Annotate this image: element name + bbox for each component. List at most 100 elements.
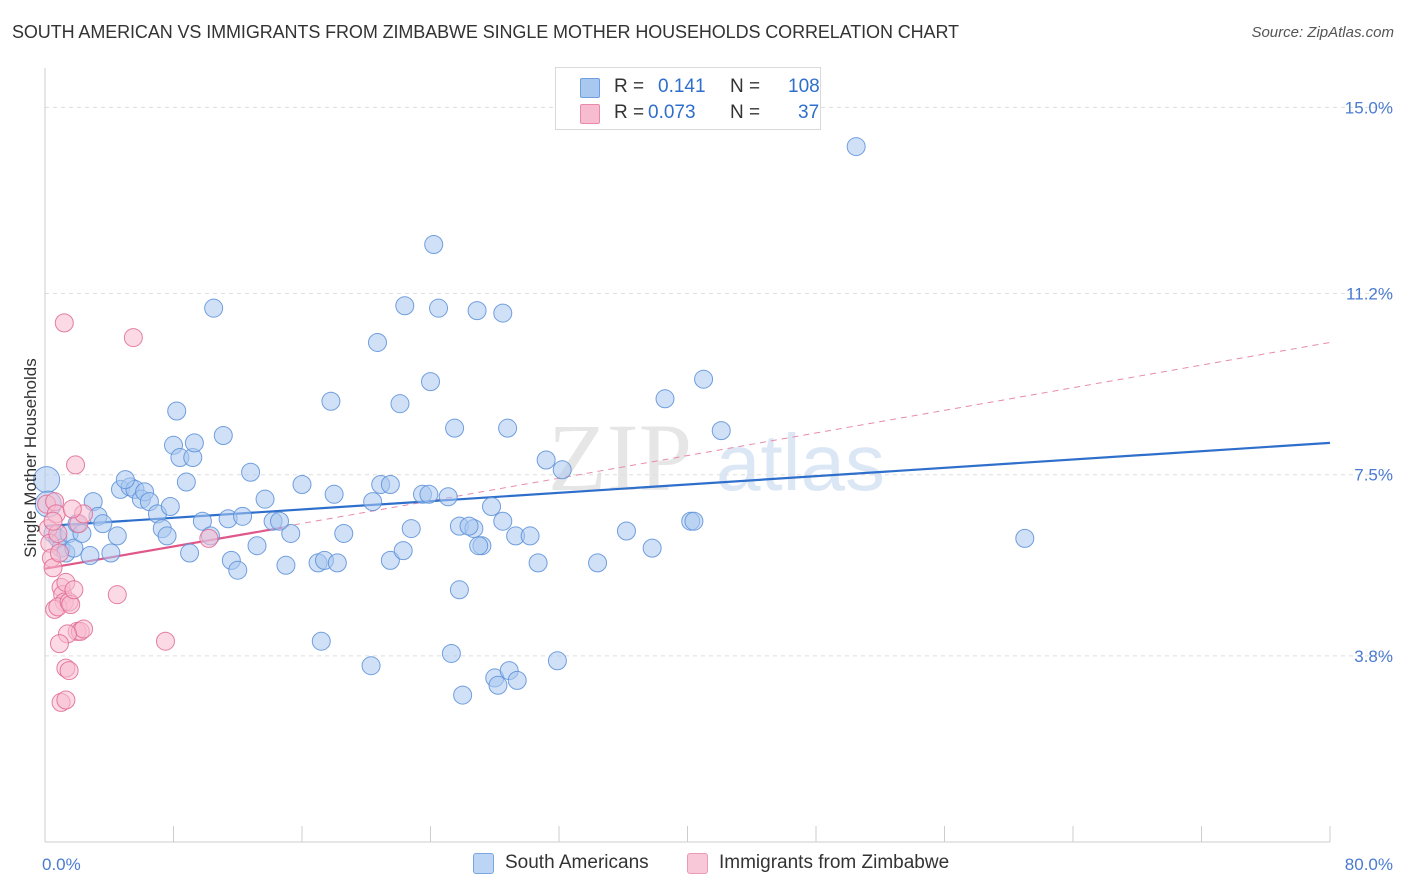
data-point [498, 418, 518, 438]
data-point [1015, 528, 1035, 548]
series-1 [37, 313, 219, 712]
data-point [167, 401, 187, 421]
data-point [64, 580, 84, 600]
data-point [419, 484, 439, 504]
data-point [270, 511, 290, 531]
data-point [520, 526, 540, 546]
data-point [80, 546, 100, 565]
gridlines [45, 106, 1392, 657]
data-point [482, 497, 502, 517]
data-point [54, 313, 74, 333]
data-point [380, 550, 400, 570]
data-point [655, 389, 675, 409]
data-point [493, 303, 513, 323]
data-point [180, 543, 200, 563]
data-point [192, 511, 212, 531]
data-point [684, 511, 704, 531]
source-credit: Source: ZipAtlas.com [1251, 24, 1394, 41]
data-point [160, 497, 180, 517]
legend-n-label: N = [730, 102, 761, 123]
data-point [123, 328, 143, 348]
data-point [324, 484, 344, 504]
data-point [453, 685, 473, 705]
data-point [292, 474, 312, 494]
data-point [467, 301, 487, 321]
axes [44, 68, 1331, 843]
stats-legend: R = 0.141 N = 108 R = 0.073 N = 37 [555, 67, 821, 130]
data-point [199, 528, 219, 548]
data-points [33, 137, 1035, 712]
data-point [367, 332, 387, 352]
data-point [552, 460, 572, 480]
data-point [241, 462, 261, 482]
legend-n-value: 37 [798, 102, 820, 123]
data-point [507, 670, 527, 690]
data-point [361, 656, 381, 676]
data-point [390, 394, 410, 414]
data-point [363, 492, 383, 512]
data-point [107, 585, 127, 605]
trend-lines [44, 341, 1331, 570]
data-point [233, 506, 253, 526]
data-point [281, 523, 301, 543]
data-point [49, 543, 69, 563]
data-point [334, 523, 354, 543]
data-point [488, 675, 508, 695]
data-point [449, 580, 469, 600]
data-point [547, 651, 567, 671]
data-point [107, 526, 127, 546]
data-point [393, 541, 413, 561]
legend-n-label: N = [730, 76, 761, 97]
watermark-atlas: atlas [716, 418, 885, 507]
data-point [56, 690, 76, 710]
data-point [276, 555, 296, 575]
data-point [176, 472, 196, 492]
data-point [311, 631, 331, 651]
data-point [401, 519, 421, 539]
legend-n-value: 108 [788, 76, 820, 97]
data-point [441, 643, 461, 663]
x-tick-label-min: 0.0% [42, 855, 81, 874]
legend-r-value: 0.073 [648, 102, 696, 123]
data-point [380, 474, 400, 494]
trend-line [44, 441, 1331, 528]
trend-line-extended [44, 341, 1331, 570]
data-point [184, 433, 204, 453]
data-point [493, 511, 513, 531]
bottom-legend-label: Immigrants from Zimbabwe [719, 852, 950, 873]
data-point [642, 538, 662, 558]
data-point [93, 514, 113, 534]
data-point [459, 516, 479, 536]
data-point [43, 511, 63, 531]
y-tick-label: 11.2% [1346, 284, 1393, 303]
data-point [101, 543, 121, 563]
data-point [62, 499, 82, 519]
data-point [255, 489, 275, 509]
legend-r-label: R = [614, 76, 645, 97]
data-point [846, 137, 866, 157]
watermark-zip: ZIP [548, 404, 692, 511]
y-tick-label: 7.5% [1354, 466, 1393, 485]
data-point [157, 526, 177, 546]
data-point [228, 560, 248, 580]
data-point [438, 487, 458, 507]
y-axis-label: Single Mother Households [21, 358, 40, 557]
data-point [528, 553, 548, 573]
x-tick-label-max: 80.0% [1345, 855, 1393, 874]
data-point [74, 619, 94, 639]
data-point [59, 661, 79, 681]
data-point [616, 521, 636, 541]
y-tick-label: 3.8% [1354, 647, 1393, 666]
bottom-legend-swatch-pink [687, 853, 708, 874]
data-point [213, 426, 233, 446]
watermark: ZIP atlas [548, 404, 885, 511]
legend-r-label: R = [614, 102, 645, 123]
legend-swatch-pink [580, 104, 600, 124]
data-point [469, 536, 489, 556]
data-point [445, 418, 465, 438]
legend-r-value: 0.141 [658, 76, 706, 97]
data-point [327, 553, 347, 573]
data-point [588, 553, 608, 573]
bottom-legend-swatch-blue [473, 853, 494, 874]
